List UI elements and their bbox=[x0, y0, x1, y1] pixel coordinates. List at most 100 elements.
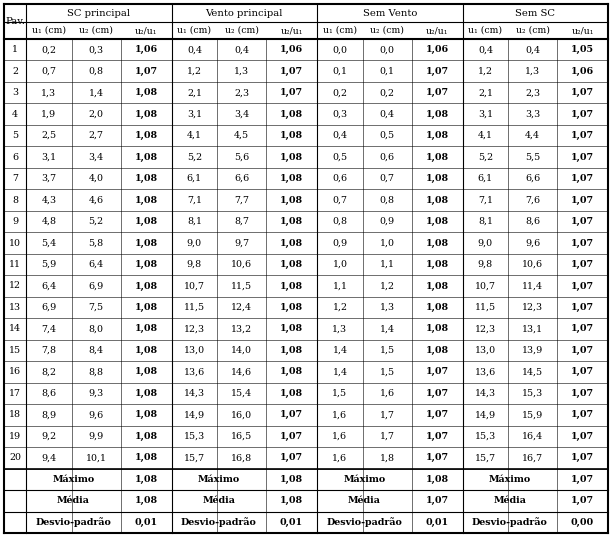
Text: 15,4: 15,4 bbox=[231, 389, 252, 398]
Text: 4,1: 4,1 bbox=[478, 131, 493, 140]
Text: 1,06: 1,06 bbox=[280, 45, 303, 54]
Text: SC principal: SC principal bbox=[67, 9, 130, 18]
Text: 13,1: 13,1 bbox=[522, 324, 543, 333]
Text: 13,6: 13,6 bbox=[475, 368, 496, 377]
Text: Desvio-padrão: Desvio-padrão bbox=[181, 517, 256, 527]
Text: 1,07: 1,07 bbox=[280, 410, 303, 419]
Text: 5,4: 5,4 bbox=[42, 239, 56, 248]
Text: 1,6: 1,6 bbox=[332, 432, 348, 441]
Text: 13,6: 13,6 bbox=[184, 368, 205, 377]
Text: 5,8: 5,8 bbox=[89, 239, 104, 248]
Text: 16,4: 16,4 bbox=[522, 432, 543, 441]
Text: 1,2: 1,2 bbox=[187, 67, 202, 76]
Text: 1,3: 1,3 bbox=[379, 303, 395, 312]
Text: 6,9: 6,9 bbox=[89, 281, 104, 291]
Text: 4,6: 4,6 bbox=[89, 196, 104, 204]
Text: 0,7: 0,7 bbox=[332, 196, 348, 204]
Text: 0,7: 0,7 bbox=[42, 67, 56, 76]
Text: u₁ (cm): u₁ (cm) bbox=[323, 26, 357, 35]
Text: 3,1: 3,1 bbox=[187, 110, 202, 119]
Text: 0,5: 0,5 bbox=[332, 152, 348, 162]
Text: 1,1: 1,1 bbox=[379, 260, 395, 269]
Text: 1,07: 1,07 bbox=[571, 217, 594, 226]
Text: 1,07: 1,07 bbox=[425, 496, 449, 505]
Text: 1,08: 1,08 bbox=[280, 260, 303, 269]
Text: 13,0: 13,0 bbox=[475, 346, 496, 355]
Text: 16,0: 16,0 bbox=[231, 410, 252, 419]
Text: 1,4: 1,4 bbox=[332, 368, 348, 377]
Text: 6,6: 6,6 bbox=[525, 174, 540, 183]
Text: 2,7: 2,7 bbox=[89, 131, 103, 140]
Text: 1,07: 1,07 bbox=[571, 239, 594, 248]
Text: 15,3: 15,3 bbox=[184, 432, 205, 441]
Text: 1,08: 1,08 bbox=[135, 260, 158, 269]
Text: 6,9: 6,9 bbox=[41, 303, 56, 312]
Text: 0,01: 0,01 bbox=[135, 518, 158, 527]
Text: 1,07: 1,07 bbox=[571, 410, 594, 419]
Text: 14,9: 14,9 bbox=[475, 410, 496, 419]
Text: 1,8: 1,8 bbox=[379, 453, 395, 462]
Text: 7,6: 7,6 bbox=[525, 196, 540, 204]
Text: 14,0: 14,0 bbox=[231, 346, 252, 355]
Text: 13,0: 13,0 bbox=[184, 346, 205, 355]
Text: 13: 13 bbox=[9, 303, 21, 312]
Text: 5,6: 5,6 bbox=[234, 152, 249, 162]
Text: 0,9: 0,9 bbox=[332, 239, 348, 248]
Text: 5,2: 5,2 bbox=[187, 152, 202, 162]
Text: 0,00: 0,00 bbox=[571, 518, 594, 527]
Text: 1,07: 1,07 bbox=[571, 368, 594, 377]
Text: 14,9: 14,9 bbox=[184, 410, 205, 419]
Text: 1,08: 1,08 bbox=[280, 475, 303, 484]
Text: 0,4: 0,4 bbox=[234, 45, 249, 54]
Text: 8,1: 8,1 bbox=[187, 217, 202, 226]
Text: 5,2: 5,2 bbox=[478, 152, 493, 162]
Text: 20: 20 bbox=[9, 453, 21, 462]
Text: Média: Média bbox=[348, 496, 381, 505]
Text: 9: 9 bbox=[12, 217, 18, 226]
Text: u₂/u₁: u₂/u₁ bbox=[571, 26, 594, 35]
Text: 7,8: 7,8 bbox=[42, 346, 56, 355]
Text: 18: 18 bbox=[9, 410, 21, 419]
Text: 7,5: 7,5 bbox=[89, 303, 104, 312]
Text: 19: 19 bbox=[9, 432, 21, 441]
Text: Pav.: Pav. bbox=[5, 17, 25, 26]
Text: 1,08: 1,08 bbox=[135, 496, 158, 505]
Text: 1,08: 1,08 bbox=[425, 196, 449, 204]
Text: 8,0: 8,0 bbox=[89, 324, 103, 333]
Text: 4,5: 4,5 bbox=[234, 131, 249, 140]
Text: 0,01: 0,01 bbox=[280, 518, 303, 527]
Text: 1,3: 1,3 bbox=[234, 67, 249, 76]
Text: 2: 2 bbox=[12, 67, 18, 76]
Text: 1: 1 bbox=[12, 45, 18, 54]
Text: 1,08: 1,08 bbox=[135, 174, 158, 183]
Text: u₂/u₁: u₂/u₁ bbox=[135, 26, 157, 35]
Text: 1,08: 1,08 bbox=[135, 239, 158, 248]
Text: 1,08: 1,08 bbox=[425, 152, 449, 162]
Text: 1,07: 1,07 bbox=[280, 88, 303, 97]
Text: 1,08: 1,08 bbox=[425, 475, 449, 484]
Text: 1,08: 1,08 bbox=[280, 110, 303, 119]
Text: 1,07: 1,07 bbox=[571, 496, 594, 505]
Text: 10,6: 10,6 bbox=[231, 260, 252, 269]
Text: 10,1: 10,1 bbox=[86, 453, 106, 462]
Text: 1,07: 1,07 bbox=[571, 389, 594, 398]
Text: 8,4: 8,4 bbox=[89, 346, 103, 355]
Text: 1,08: 1,08 bbox=[280, 303, 303, 312]
Text: 4,8: 4,8 bbox=[42, 217, 56, 226]
Text: 9,8: 9,8 bbox=[478, 260, 493, 269]
Text: Sem Vento: Sem Vento bbox=[362, 9, 417, 18]
Text: 9,6: 9,6 bbox=[525, 239, 540, 248]
Text: 7,1: 7,1 bbox=[187, 196, 202, 204]
Text: 1,08: 1,08 bbox=[425, 324, 449, 333]
Text: 1,07: 1,07 bbox=[425, 88, 449, 97]
Text: 0,0: 0,0 bbox=[332, 45, 348, 54]
Text: 1,08: 1,08 bbox=[280, 152, 303, 162]
Text: 2,3: 2,3 bbox=[234, 88, 249, 97]
Text: 3,4: 3,4 bbox=[234, 110, 249, 119]
Text: 1,07: 1,07 bbox=[571, 453, 594, 462]
Text: 1,6: 1,6 bbox=[379, 389, 395, 398]
Text: 1,06: 1,06 bbox=[135, 45, 158, 54]
Text: 1,3: 1,3 bbox=[525, 67, 540, 76]
Text: 1,0: 1,0 bbox=[332, 260, 348, 269]
Text: 1,05: 1,05 bbox=[571, 45, 594, 54]
